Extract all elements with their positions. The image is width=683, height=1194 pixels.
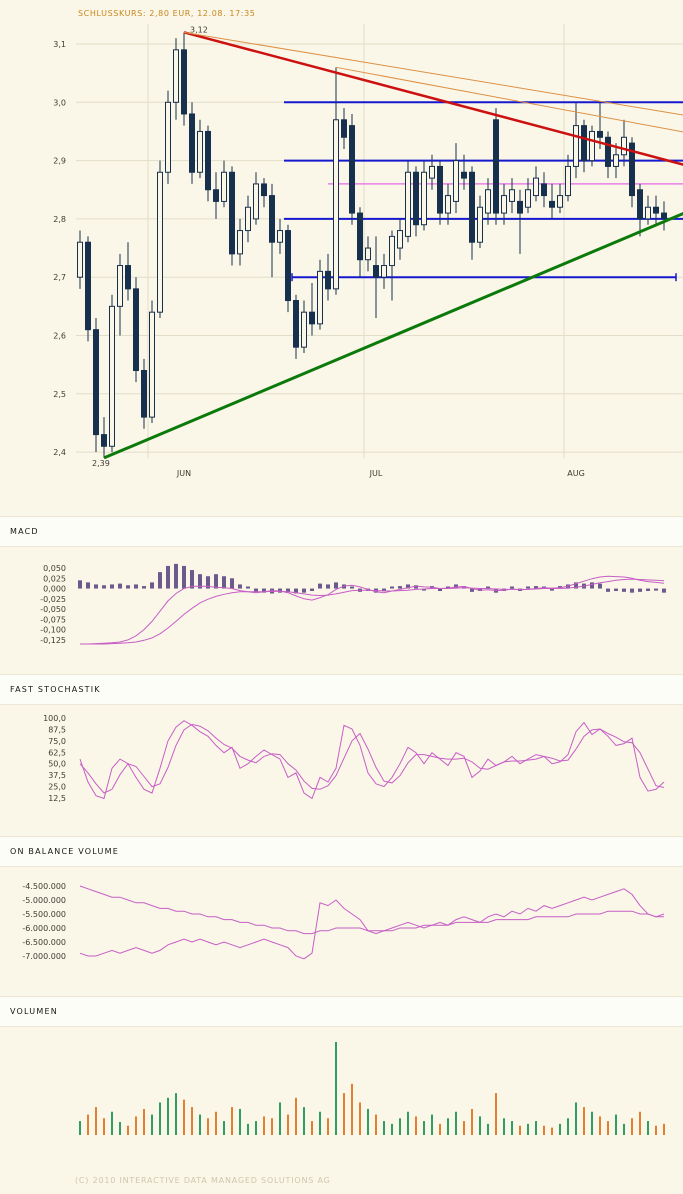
- svg-text:50,0: 50,0: [48, 760, 66, 769]
- price-grid: [76, 24, 683, 458]
- svg-text:-6.000.000: -6.000.000: [22, 924, 66, 933]
- svg-text:87,5: 87,5: [48, 725, 66, 734]
- stochastic-section-label: FAST STOCHASTIK: [10, 685, 101, 694]
- price-trendlines: [103, 31, 683, 460]
- svg-text:-7.000.000: -7.000.000: [22, 952, 66, 961]
- svg-text:2,9: 2,9: [53, 157, 66, 166]
- svg-text:AUG: AUG: [567, 469, 585, 478]
- copyright-footer: (C) 2010 INTERACTIVE DATA MANAGED SOLUTI…: [75, 1176, 331, 1185]
- svg-text:-0,050: -0,050: [40, 605, 66, 614]
- macd-section-header: MACD: [0, 516, 683, 547]
- stochastic-axis: 100,0 87,5 75,0 62,5 50,0 37,5 25,0 12,5: [43, 714, 66, 803]
- svg-text:2,5: 2,5: [53, 390, 66, 399]
- svg-text:-4.500.000: -4.500.000: [22, 882, 66, 891]
- svg-text:37,5: 37,5: [48, 771, 66, 780]
- svg-text:JUL: JUL: [369, 469, 383, 478]
- macd-lines: [80, 575, 665, 645]
- volume-section-label: VOLUMEN: [10, 1007, 58, 1016]
- svg-text:2,4: 2,4: [53, 448, 66, 457]
- svg-text:2,8: 2,8: [53, 215, 66, 224]
- closing-price-title: SCHLUSSKURS: 2,80 EUR, 12.08. 17:35: [78, 9, 256, 18]
- fan-orange-2: [335, 66, 683, 133]
- stochastic-section-header: FAST STOCHASTIK: [0, 674, 683, 705]
- volume-section-header: VOLUMEN: [0, 996, 683, 1027]
- stochastic-lines: [79, 720, 665, 800]
- svg-text:-6.500.000: -6.500.000: [22, 938, 66, 947]
- svg-text:2,39: 2,39: [92, 459, 110, 468]
- svg-text:-0,100: -0,100: [40, 626, 66, 635]
- macd-section-label: MACD: [10, 527, 39, 536]
- support-green: [103, 212, 683, 460]
- svg-text:-0,075: -0,075: [40, 615, 66, 624]
- svg-text:2,7: 2,7: [53, 273, 66, 282]
- price-axis: 3,1 3,0 2,9 2,8 2,7 2,6 2,5 2,4 JUN JUL AUG: [53, 40, 585, 478]
- svg-text:-5.000.000: -5.000.000: [22, 896, 66, 905]
- svg-text:25,0: 25,0: [48, 783, 66, 792]
- macd-histogram: [78, 563, 666, 594]
- svg-text:-0,025: -0,025: [40, 595, 66, 604]
- obv-section-header: ON BALANCE VOLUME: [0, 836, 683, 867]
- obv-axis: -4.500.000 -5.000.000 -5.500.000 -6.000.000…: [22, 882, 66, 961]
- svg-text:100,0: 100,0: [43, 714, 66, 723]
- volume-bars: [79, 1042, 665, 1135]
- svg-text:0,050: 0,050: [43, 564, 66, 573]
- svg-text:0,025: 0,025: [43, 574, 66, 583]
- svg-text:3,0: 3,0: [53, 98, 66, 107]
- svg-text:12,5: 12,5: [48, 794, 66, 803]
- svg-text:3,1: 3,1: [53, 40, 66, 49]
- svg-text:-5.500.000: -5.500.000: [22, 910, 66, 919]
- price-annotations: 3,12 2,39: [92, 25, 208, 468]
- svg-text:-0,125: -0,125: [40, 636, 66, 645]
- svg-text:3,12: 3,12: [190, 25, 208, 34]
- svg-text:0,000: 0,000: [43, 585, 66, 594]
- svg-text:62,5: 62,5: [48, 748, 66, 757]
- price-candles: [77, 32, 667, 458]
- resistance-red: [183, 31, 683, 166]
- obv-lines: [79, 885, 665, 960]
- svg-text:2,6: 2,6: [53, 332, 66, 341]
- obv-section-label: ON BALANCE VOLUME: [10, 847, 119, 856]
- fan-orange-1: [183, 31, 683, 116]
- svg-text:75,0: 75,0: [48, 737, 66, 746]
- svg-text:JUN: JUN: [176, 469, 191, 478]
